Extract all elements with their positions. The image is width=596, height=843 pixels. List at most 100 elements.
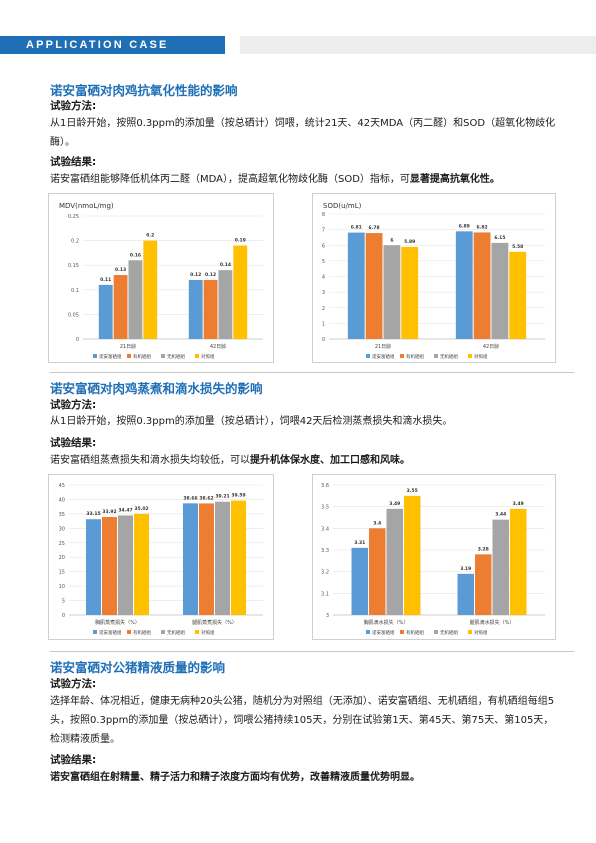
y-tick-label: 40 xyxy=(59,497,65,503)
legend-label: 有机硒组 xyxy=(406,353,424,360)
legend-label: 无机硒组 xyxy=(167,353,185,360)
data-label: 3.49 xyxy=(389,501,400,507)
data-label: 0.11 xyxy=(100,277,111,283)
result-text: 诺安富硒组在射精量、精子活力和精子浓度方面均有优势，改善精液质量优势明显。 xyxy=(50,772,420,783)
data-label: 6.82 xyxy=(477,224,488,230)
bar xyxy=(347,232,365,339)
legend-swatch xyxy=(127,630,131,634)
legend-swatch xyxy=(127,354,131,358)
legend-label: 有机硒组 xyxy=(406,629,424,636)
data-label: 35.02 xyxy=(134,506,148,512)
bar xyxy=(101,517,117,615)
data-label: 6.89 xyxy=(459,223,470,229)
data-label: 0.12 xyxy=(205,272,216,278)
data-label: 6.81 xyxy=(351,225,362,231)
data-label: 39.59 xyxy=(231,493,245,499)
y-tick-label: 0.2 xyxy=(71,239,79,245)
section-title-semen-quality: 诺安富硒对公猪精液质量的影响 xyxy=(50,660,226,675)
y-tick-label: 0 xyxy=(322,337,325,343)
y-tick-label: 3.5 xyxy=(321,505,329,511)
x-tick-label: 21日龄 xyxy=(120,343,136,350)
bar xyxy=(215,501,231,615)
bar xyxy=(403,495,421,615)
bar xyxy=(198,503,214,615)
legend-label: 对照组 xyxy=(474,353,488,360)
data-label: 0.2 xyxy=(146,233,154,239)
bar xyxy=(401,246,419,339)
chart-cooking-loss: 0 5 10 15 20 25 30 35 40 45 33.15 33.92 34.47 35.02 胸肌… xyxy=(48,474,274,640)
result-label: 试验结果: xyxy=(50,754,97,766)
bar xyxy=(383,245,401,339)
section-divider xyxy=(50,372,574,373)
y-tick-label: 0.05 xyxy=(68,312,79,318)
result-label: 试验结果: xyxy=(50,437,97,449)
legend-swatch xyxy=(400,354,404,358)
legend-swatch xyxy=(161,630,165,634)
y-tick-label: 6 xyxy=(322,243,325,249)
legend-swatch xyxy=(161,354,165,358)
legend-swatch xyxy=(434,630,438,634)
legend-label: 诺安富硒组 xyxy=(372,629,395,636)
data-label: 0.13 xyxy=(115,267,126,273)
data-label: 5.89 xyxy=(404,239,415,245)
bar xyxy=(351,547,369,615)
data-label: 3.49 xyxy=(513,501,524,507)
bar xyxy=(509,508,527,615)
y-tick-label: 3.4 xyxy=(321,526,329,532)
data-label: 3.4 xyxy=(373,520,381,526)
legend-label: 无机硒组 xyxy=(440,353,458,360)
legend-label: 对照组 xyxy=(201,353,215,360)
bar xyxy=(365,233,383,339)
legend-swatch xyxy=(468,630,472,634)
legend-swatch xyxy=(434,354,438,358)
data-label: 38.62 xyxy=(199,495,213,501)
legend-label: 对照组 xyxy=(474,629,488,636)
data-label: 6.15 xyxy=(494,235,505,241)
legend-label: 对照组 xyxy=(201,629,215,636)
data-label: 3.19 xyxy=(460,566,471,572)
chart-title: MDV(nmoL/mg) xyxy=(59,202,114,210)
bar xyxy=(491,242,509,339)
legend-label: 无机硒组 xyxy=(167,629,185,636)
y-tick-label: 3.3 xyxy=(321,548,329,554)
bar xyxy=(473,232,491,339)
method-label: 试验方法: xyxy=(50,100,97,112)
legend-label: 诺安富硒组 xyxy=(372,353,395,360)
method-label: 试验方法: xyxy=(50,678,97,690)
data-label: 3.28 xyxy=(478,546,489,552)
bar xyxy=(182,503,198,615)
legend-label: 无机硒组 xyxy=(440,629,458,636)
method-text: 从1日龄开始，按照0.3ppm的添加量（按总硒计），饲喂42天后检测蒸煮损失和滴… xyxy=(50,416,453,427)
y-tick-label: 3 xyxy=(326,613,329,619)
y-tick-label: 3.6 xyxy=(321,483,329,489)
result-text: 诺安富硒组能够降低机体丙二醛（MDA），提高超氧化物歧化酶（SOD）指标，可显著… xyxy=(50,174,500,185)
y-tick-label: 5 xyxy=(62,599,65,605)
data-label: 0.16 xyxy=(130,252,141,258)
data-label: 33.15 xyxy=(86,511,100,517)
bar xyxy=(113,275,128,339)
y-tick-label: 35 xyxy=(59,512,65,518)
chart-mdv: MDV(nmoL/mg) 0 0.05 0.1 0.15 0.2 0.25 0.11 0.13 0… xyxy=(48,193,274,363)
data-label: 0.19 xyxy=(235,238,246,244)
data-label: 0.12 xyxy=(190,272,201,278)
bar xyxy=(98,284,113,339)
y-tick-label: 3.1 xyxy=(321,591,329,597)
x-tick-label: 胸肌滴水损失（%） xyxy=(364,619,409,626)
data-label: 39.21 xyxy=(215,494,229,500)
method-label: 试验方法: xyxy=(50,399,97,411)
data-label: 3.55 xyxy=(407,488,418,494)
y-tick-label: 8 xyxy=(322,212,325,218)
legend-swatch xyxy=(468,354,472,358)
y-tick-label: 10 xyxy=(59,584,65,590)
legend-swatch xyxy=(195,630,199,634)
y-tick-label: 0.15 xyxy=(68,263,79,269)
y-tick-label: 25 xyxy=(59,541,65,547)
bar xyxy=(492,519,509,615)
bar xyxy=(233,245,248,339)
section-divider xyxy=(50,651,574,652)
legend-swatch xyxy=(93,354,97,358)
legend-label: 有机硒组 xyxy=(133,629,151,636)
chart-title: SOD(u/mL) xyxy=(323,202,362,210)
data-label: 6 xyxy=(390,237,393,243)
bar xyxy=(386,508,403,615)
